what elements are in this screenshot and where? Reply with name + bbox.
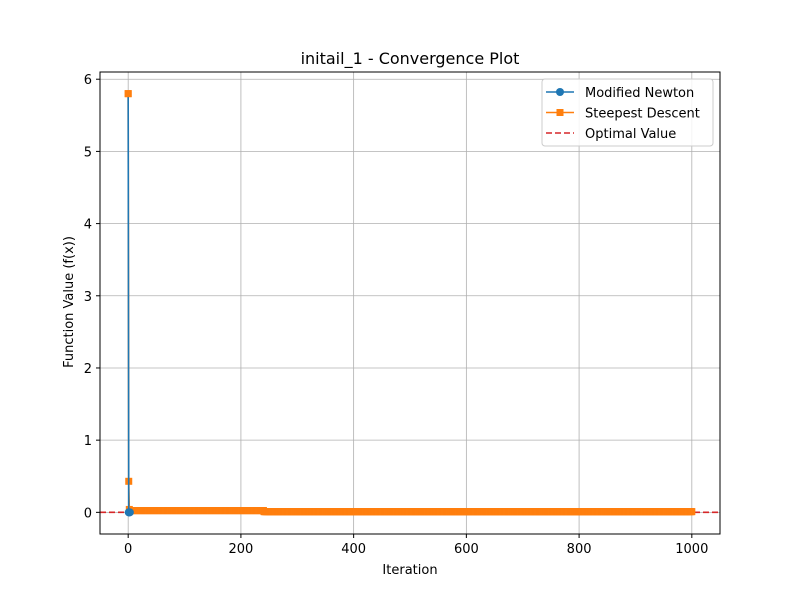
steepest-descent-markers: [124, 90, 696, 516]
steepest-descent-point: [688, 508, 696, 516]
y-tick-label: 4: [84, 218, 92, 233]
y-axis-label: Function Value (f(x)): [62, 236, 77, 368]
series-layer: [100, 90, 720, 517]
legend-box: [541, 78, 714, 147]
chart-title: initail_1 - Convergence Plot: [301, 49, 520, 69]
y-tick-label: 6: [84, 73, 92, 88]
y-tick-label: 3: [84, 290, 92, 305]
legend-label: Optimal Value: [585, 127, 676, 142]
steepest-descent-point: [124, 90, 132, 98]
legend-entry: Optimal Value: [546, 127, 676, 142]
y-tick-label: 1: [84, 434, 92, 449]
y-tick-label: 5: [84, 145, 92, 160]
x-tick-label: 0: [124, 542, 132, 557]
grid: [100, 72, 720, 534]
legend-label: Modified Newton: [585, 86, 694, 101]
x-tick-label: 600: [454, 542, 479, 557]
x-tick-label: 200: [228, 542, 253, 557]
legend: Modified Newton Steepest Descent Optimal V…: [541, 78, 714, 147]
x-tick-label: 800: [567, 542, 592, 557]
legend-marker: [556, 109, 564, 116]
legend-entry: Steepest Descent: [546, 107, 700, 122]
legend-entry: Modified Newton: [546, 86, 694, 101]
plot-frame: [99, 71, 721, 535]
legend-marker: [556, 88, 564, 96]
x-tick-label: 1000: [675, 542, 708, 557]
x-tick-label: 400: [341, 542, 366, 557]
x-axis-label: Iteration: [382, 563, 437, 578]
axes-layer: 0 200 400 600 800 1000 0 1 2 3 4 5 6: [84, 71, 721, 557]
legend-label: Steepest Descent: [585, 107, 700, 122]
modified-newton-point: [125, 508, 134, 517]
y-tick-label: 0: [84, 506, 92, 521]
y-tick-label: 2: [84, 362, 92, 377]
